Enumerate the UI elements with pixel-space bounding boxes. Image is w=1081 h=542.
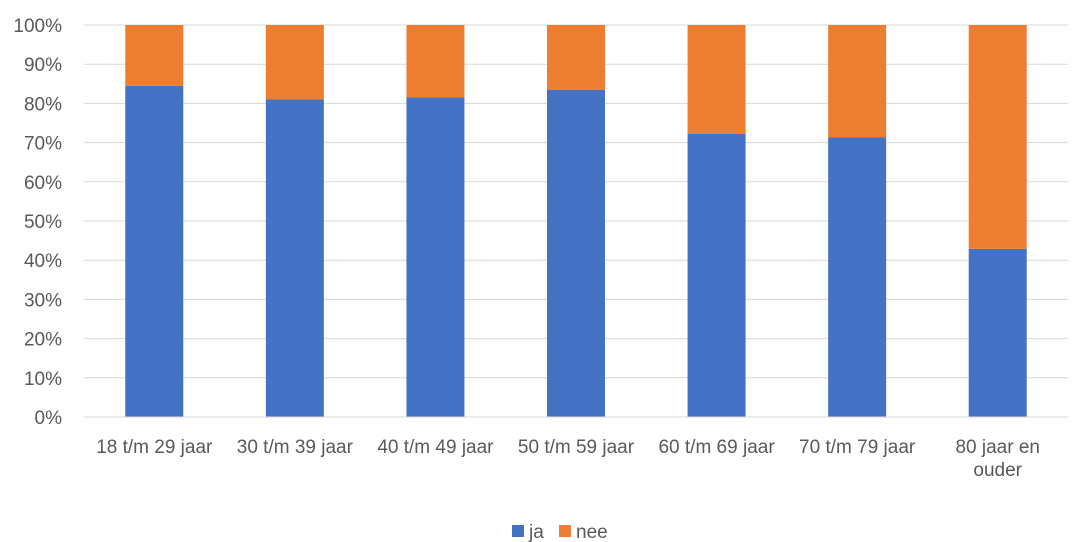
x-tick-label: 50 t/m 59 jaar <box>518 437 635 458</box>
bar-ja-4 <box>687 133 746 417</box>
legend-swatch-nee <box>559 525 571 537</box>
x-tick-label: ouder <box>973 460 1022 481</box>
bar-ja-0 <box>125 85 184 417</box>
legend-swatch-ja <box>512 525 524 537</box>
bar-nee-0 <box>125 25 184 86</box>
y-tick-label: 80% <box>24 94 62 115</box>
y-tick-label: 70% <box>24 134 62 155</box>
bar-ja-5 <box>828 137 887 417</box>
y-tick-label: 100% <box>13 16 62 37</box>
bar-nee-4 <box>687 25 746 134</box>
bars <box>125 25 1027 418</box>
x-tick-labels: 18 t/m 29 jaar 30 t/m 39 jaar 40 t/m 49 ja… <box>96 437 1040 481</box>
bar-nee-2 <box>406 25 465 98</box>
bar-ja-3 <box>547 89 605 418</box>
y-tick-label: 50% <box>24 212 62 233</box>
legend: ja nee <box>512 522 608 542</box>
y-tick-label: 40% <box>24 251 62 272</box>
bar-nee-3 <box>547 25 605 90</box>
y-tick-label: 10% <box>24 369 62 390</box>
bar-ja-2 <box>406 97 465 418</box>
x-tick-label: 70 t/m 79 jaar <box>799 437 916 458</box>
y-tick-label: 0% <box>35 408 63 429</box>
bar-ja-6 <box>968 248 1027 417</box>
bar-ja-1 <box>265 99 324 417</box>
x-tick-label: 18 t/m 29 jaar <box>96 437 213 458</box>
bar-nee-5 <box>828 25 887 138</box>
y-tick-label: 60% <box>24 173 62 194</box>
y-tick-labels: 0% 10% 20% 30% 40% 50% 60% 70% 80% 90% 100% <box>13 16 62 429</box>
bar-nee-1 <box>265 25 324 100</box>
legend-label-nee: nee <box>576 522 608 542</box>
y-tick-label: 30% <box>24 290 62 311</box>
bar-nee-6 <box>968 25 1027 249</box>
legend-label-ja: ja <box>528 522 544 542</box>
x-tick-label: 40 t/m 49 jaar <box>377 437 494 458</box>
x-tick-label: 30 t/m 39 jaar <box>237 437 354 458</box>
x-tick-label: 80 jaar en <box>955 437 1040 458</box>
y-tick-label: 90% <box>24 55 62 76</box>
y-tick-label: 20% <box>24 330 62 351</box>
x-tick-label: 60 t/m 69 jaar <box>658 437 775 458</box>
